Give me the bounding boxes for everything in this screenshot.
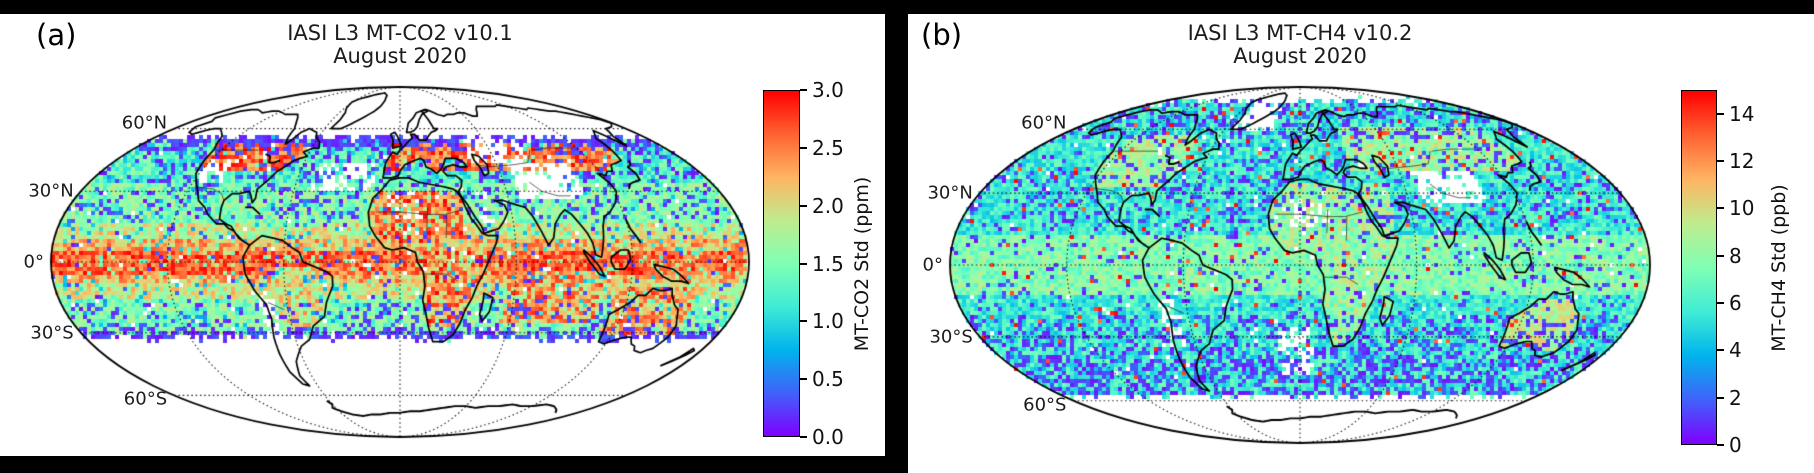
panel-a-label: (a) — [36, 18, 77, 52]
colorbar-tick-label: 6 — [1729, 291, 1742, 315]
lat-label: 60°N — [1021, 112, 1067, 134]
colorbar-tick — [1717, 112, 1724, 115]
colorbar-tick-label: 2.0 — [812, 193, 844, 218]
lat-label: 30°N — [927, 182, 973, 204]
colorbar-tick — [800, 436, 807, 438]
lat-label: 0° — [922, 254, 943, 276]
lat-label: 60°N — [121, 112, 168, 134]
colorbar-tick-label: 12 — [1729, 149, 1755, 173]
colorbar-tick-label: 10 — [1729, 196, 1755, 221]
colorbar-tick-label: 0.5 — [812, 367, 844, 392]
colorbar-tick-label: 1.5 — [812, 251, 844, 276]
panel-b-title: IASI L3 MT-CH4 v10.2 August 2020 — [1188, 22, 1413, 68]
colorbar-tick-label: 2.5 — [812, 135, 844, 160]
ch4-colorbar-label: MT-CH4 Std (ppb) — [1768, 183, 1790, 352]
colorbar-tick-label: 0.0 — [812, 425, 844, 449]
lat-label: 60°S — [123, 388, 168, 410]
co2-map-canvas — [0, 14, 885, 456]
colorbar-tick — [1717, 444, 1724, 446]
colorbar-tick — [1717, 396, 1724, 399]
colorbar-tick — [800, 89, 807, 91]
colorbar-tick — [1717, 207, 1724, 210]
lat-label: 30°S — [30, 322, 74, 344]
colorbar-tick-label: 1.0 — [812, 309, 844, 334]
colorbar-tick — [1717, 349, 1724, 352]
ch4-map-canvas — [908, 14, 1814, 473]
colorbar-tick — [1717, 254, 1724, 257]
colorbar-tick-label: 2 — [1729, 385, 1742, 410]
lat-label: 60°S — [1023, 394, 1067, 416]
lat-label: 0° — [23, 251, 44, 273]
panel-b-title-line2: August 2020 — [1233, 44, 1367, 68]
colorbar-tick-label: 4 — [1729, 338, 1742, 363]
colorbar-tick — [800, 378, 807, 381]
colorbar-tick — [1717, 160, 1724, 162]
lat-label: 30°N — [28, 180, 74, 202]
lat-label: 30°S — [929, 326, 973, 348]
ch4-colorbar — [1681, 90, 1717, 445]
panel-b-label: (b) — [921, 18, 963, 52]
colorbar-tick-label: 14 — [1729, 101, 1755, 126]
panel-a-title: IASI L3 MT-CO2 v10.1 August 2020 — [287, 22, 513, 68]
colorbar-tick — [800, 262, 807, 265]
panel-a-title-line2: August 2020 — [333, 44, 467, 68]
colorbar-tick — [800, 204, 807, 207]
panel-a-title-line1: IASI L3 MT-CO2 v10.1 — [287, 21, 513, 45]
co2-colorbar — [763, 90, 800, 437]
colorbar-tick — [1717, 302, 1724, 304]
co2-colorbar-label: MT-CO2 Std (ppm) — [851, 176, 873, 351]
colorbar-tick-label: 0 — [1729, 433, 1742, 457]
colorbar-tick-label: 3.0 — [812, 78, 844, 102]
colorbar-tick — [800, 320, 807, 323]
panel-b-title-line1: IASI L3 MT-CH4 v10.2 — [1187, 21, 1413, 45]
colorbar-tick-label: 8 — [1729, 243, 1742, 268]
colorbar-tick — [800, 146, 807, 149]
